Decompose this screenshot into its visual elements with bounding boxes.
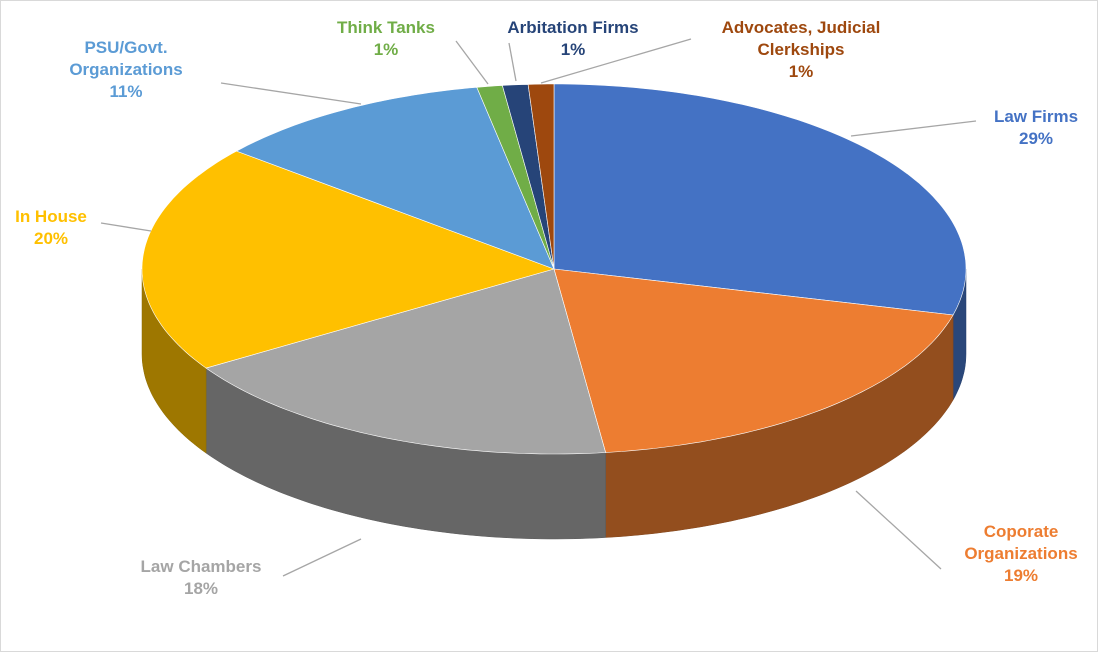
- leader-line: [855, 490, 942, 570]
- pie-slice: [235, 86, 555, 270]
- data-label: Law Firms 29%: [961, 106, 1097, 150]
- category-label: Advocates, Judicial Clerkships: [721, 18, 881, 59]
- category-label: Law Firms: [993, 107, 1079, 126]
- category-label: Law Chambers: [140, 557, 262, 576]
- leader-line: [282, 538, 362, 577]
- pie-slice: [553, 83, 967, 316]
- category-label: PSU/Govt. Organizations: [69, 38, 183, 79]
- category-label: Think Tanks: [337, 18, 435, 37]
- category-label: Arbitation Firms: [507, 18, 639, 37]
- leader-line: [508, 42, 517, 82]
- data-label: Advocates, Judicial Clerkships 1%: [706, 17, 896, 83]
- leader-line: [455, 40, 489, 85]
- category-label: Coporate Organizations: [964, 522, 1078, 563]
- value-label: 1%: [373, 40, 399, 59]
- pie-slice: [205, 268, 606, 455]
- leader-line: [100, 222, 152, 232]
- leader-line: [850, 120, 977, 137]
- data-label: In House 20%: [1, 206, 126, 250]
- leader-line: [540, 38, 692, 84]
- value-label: 29%: [1018, 129, 1054, 148]
- leader-line: [220, 82, 362, 105]
- pie-slice: [141, 150, 555, 369]
- value-label: 1%: [788, 62, 814, 81]
- data-label: Arbitation Firms 1%: [498, 17, 648, 61]
- data-label: PSU/Govt. Organizations 11%: [31, 37, 221, 103]
- value-label: 11%: [109, 82, 143, 101]
- data-label: Coporate Organizations 19%: [926, 521, 1097, 587]
- value-label: 20%: [33, 229, 69, 248]
- category-label: In House: [15, 207, 87, 226]
- pie-slice: [527, 83, 555, 270]
- data-label: Think Tanks 1%: [311, 17, 461, 61]
- value-label: 18%: [183, 579, 219, 598]
- pie-slice: [553, 268, 954, 453]
- data-label: Law Chambers 18%: [126, 556, 276, 600]
- value-label: 1%: [560, 40, 586, 59]
- value-label: 19%: [1003, 566, 1039, 585]
